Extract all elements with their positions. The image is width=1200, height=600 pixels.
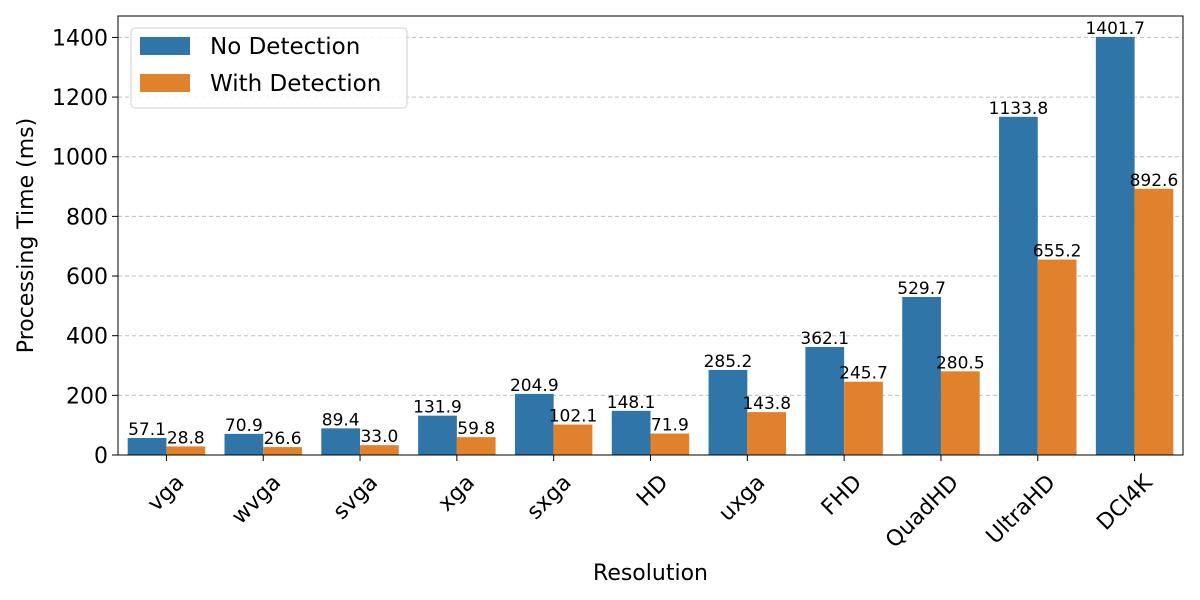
- bar-no-detection-dci4k: [1095, 36, 1135, 456]
- legend-label-with-detection: With Detection: [210, 71, 381, 97]
- bar-with-detection-ultrahd: [1037, 259, 1077, 455]
- bar-label-no-detection-svga: 89.4: [322, 410, 360, 430]
- bar-with-detection-quadhd: [940, 371, 980, 455]
- bar-no-detection-uxga: [708, 369, 748, 455]
- y-tick-label: 0: [94, 444, 108, 469]
- bar-label-no-detection-fhd: 362.1: [800, 329, 849, 349]
- y-tick-label: 800: [66, 205, 108, 230]
- bar-label-with-detection-dci4k: 892.6: [1130, 171, 1179, 191]
- bar-label-no-detection-sxga: 204.9: [510, 376, 559, 396]
- bar-label-with-detection-hd: 71.9: [651, 416, 689, 436]
- bar-label-no-detection-uxga: 285.2: [704, 352, 753, 372]
- bar-with-detection-uxga: [747, 412, 787, 455]
- legend: No Detection With Detection: [130, 27, 408, 109]
- bar-no-detection-xga: [418, 415, 457, 455]
- y-tick-label: 1000: [52, 146, 108, 171]
- y-tick-label: 400: [66, 325, 108, 350]
- y-axis-ticks: 0 200 400 600 800 1000 1200 1400: [52, 26, 118, 469]
- y-axis-title: Processing Time (ms): [14, 118, 39, 353]
- x-tick-label-svga: svga: [329, 470, 383, 524]
- bar-label-with-detection-quadhd: 280.5: [936, 353, 985, 373]
- bar-label-no-detection-quadhd: 529.7: [897, 279, 946, 299]
- y-tick-label: 1400: [52, 26, 108, 51]
- legend-swatch-no-detection: [140, 37, 190, 55]
- bar-no-detection-fhd: [805, 346, 845, 455]
- bar-no-detection-quadhd: [902, 297, 941, 455]
- x-tick-label-sxga: sxga: [522, 470, 576, 524]
- bar-no-detection-wvga: [224, 433, 264, 455]
- bar-label-with-detection-sxga: 102.1: [549, 407, 598, 427]
- x-tick-label-vga: vga: [143, 470, 189, 516]
- x-tick-label-hd: HD: [632, 470, 673, 511]
- bar-with-detection-hd: [650, 433, 690, 455]
- bar-label-with-detection-vga: 28.8: [167, 428, 205, 448]
- legend-box: [130, 27, 408, 109]
- bar-label-no-detection-xga: 131.9: [413, 398, 462, 418]
- bar-with-detection-wvga: [263, 447, 302, 455]
- bar-with-detection-svga: [360, 445, 399, 455]
- bar-label-no-detection-vga: 57.1: [128, 420, 166, 440]
- bar-with-detection-vga: [166, 446, 206, 455]
- bar-label-with-detection-wvga: 26.6: [264, 429, 302, 449]
- bar-no-detection-ultrahd: [999, 116, 1038, 456]
- bar-label-with-detection-uxga: 143.8: [742, 394, 791, 414]
- bar-label-with-detection-fhd: 245.7: [839, 364, 888, 384]
- bar-no-detection-svga: [321, 428, 361, 455]
- bar-label-with-detection-xga: 59.8: [457, 419, 495, 439]
- bar-no-detection-hd: [611, 410, 651, 455]
- bar-label-with-detection-ultrahd: 655.2: [1033, 242, 1082, 262]
- bar-label-no-detection-wvga: 70.9: [225, 416, 263, 436]
- x-tick-label-ultrahd: UltraHD: [982, 470, 1061, 549]
- bars: [127, 36, 1174, 456]
- x-tick-label-wvga: wvga: [227, 470, 286, 529]
- bar-value-labels: 57.1 70.9 89.4 131.9 204.9 148.1 285.2 362.1 529…: [128, 19, 1178, 449]
- y-tick-label: 1200: [52, 86, 108, 111]
- x-axis-ticks: vga wvga svga xga sxga HD uxga FHD QuadHD UltraHD…: [143, 455, 1158, 553]
- x-axis-title: Resolution: [593, 561, 708, 586]
- bar-label-no-detection-ultrahd: 1133.8: [989, 99, 1048, 119]
- bar-no-detection-sxga: [514, 393, 554, 455]
- bar-label-no-detection-hd: 148.1: [607, 393, 656, 413]
- x-tick-label-uxga: uxga: [714, 470, 770, 526]
- bar-with-detection-xga: [456, 437, 496, 455]
- legend-swatch-with-detection: [140, 74, 190, 92]
- bar-with-detection-fhd: [844, 381, 883, 455]
- bar-no-detection-vga: [127, 437, 167, 455]
- y-tick-label: 600: [66, 265, 108, 290]
- legend-label-no-detection: No Detection: [210, 34, 360, 60]
- x-tick-label-xga: xga: [434, 470, 480, 516]
- x-tick-label-fhd: FHD: [817, 470, 867, 520]
- x-tick-label-dci4k: DCI4K: [1092, 470, 1158, 536]
- bar-label-no-detection-dci4k: 1401.7: [1085, 19, 1144, 39]
- bar-with-detection-dci4k: [1134, 188, 1174, 455]
- y-tick-label: 200: [66, 384, 108, 409]
- bar-label-with-detection-svga: 33.0: [360, 427, 398, 447]
- bar-with-detection-sxga: [553, 424, 593, 455]
- x-tick-label-quadhd: QuadHD: [881, 470, 964, 553]
